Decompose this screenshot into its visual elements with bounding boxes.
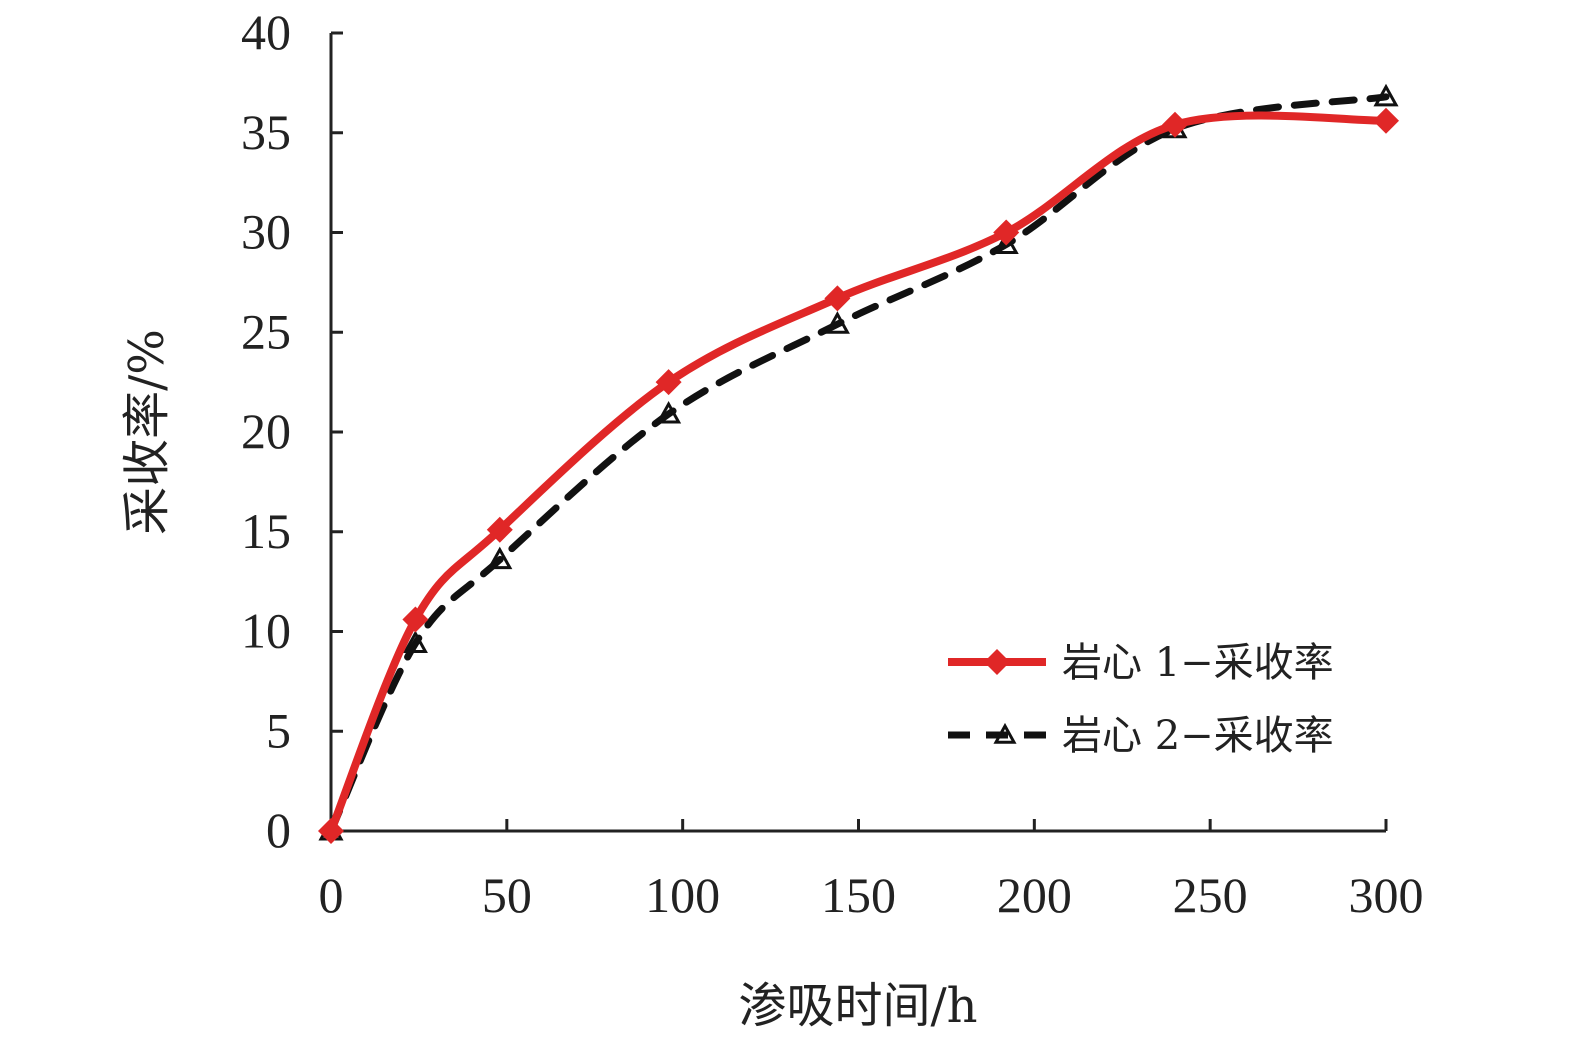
series-1-point	[993, 219, 1020, 246]
y-tick-label: 25	[241, 303, 291, 359]
series-1	[318, 107, 1399, 844]
series-1-point	[486, 516, 513, 543]
x-tick-label: 50	[482, 867, 532, 923]
y-tick-label: 20	[241, 403, 291, 459]
y-tick-label: 15	[241, 503, 291, 559]
series-2-point	[824, 311, 850, 334]
x-tick-label: 200	[997, 867, 1072, 923]
series-1-point	[655, 369, 682, 396]
legend-marker-1	[984, 649, 1010, 675]
series-2	[318, 83, 1399, 841]
series-1-point	[1162, 111, 1188, 138]
series-2-point	[487, 546, 513, 570]
series-1-point	[1373, 107, 1399, 134]
x-tick-label: 250	[1173, 867, 1248, 923]
x-tick-label: 0	[319, 867, 344, 923]
series-2-point	[402, 630, 428, 653]
x-tick-label: 100	[645, 867, 720, 923]
y-axis-title: 采收率/%	[119, 329, 175, 535]
series-2-point	[1373, 83, 1399, 107]
series-1-point	[318, 818, 344, 844]
x-tick-label: 300	[1349, 867, 1424, 923]
series-layer	[318, 83, 1399, 844]
series-2-point	[993, 231, 1019, 254]
y-tick-label: 10	[241, 603, 291, 659]
series-1-point	[402, 606, 429, 633]
series-1-point	[824, 285, 851, 312]
x-tick-label: 150	[821, 867, 896, 923]
y-tick-label: 5	[266, 702, 291, 758]
x-axis-title: 渗吸时间/h	[738, 978, 977, 1034]
y-tick-label: 30	[241, 204, 291, 260]
axes: 0 5 10 15 20 25 30 35 40 0 50 100 150 200 250 300	[241, 4, 1424, 923]
series-2-line	[327, 93, 1390, 835]
legend-label-1: 岩心 1−采收率	[1062, 640, 1334, 686]
legend-marker-2	[993, 722, 1017, 744]
y-tick-label: 35	[241, 104, 291, 160]
legend-label-2: 岩心 2−采收率	[1062, 713, 1334, 759]
y-tick-label: 40	[241, 4, 291, 60]
y-tick-label: 0	[266, 802, 291, 858]
series-2-point	[656, 400, 682, 424]
